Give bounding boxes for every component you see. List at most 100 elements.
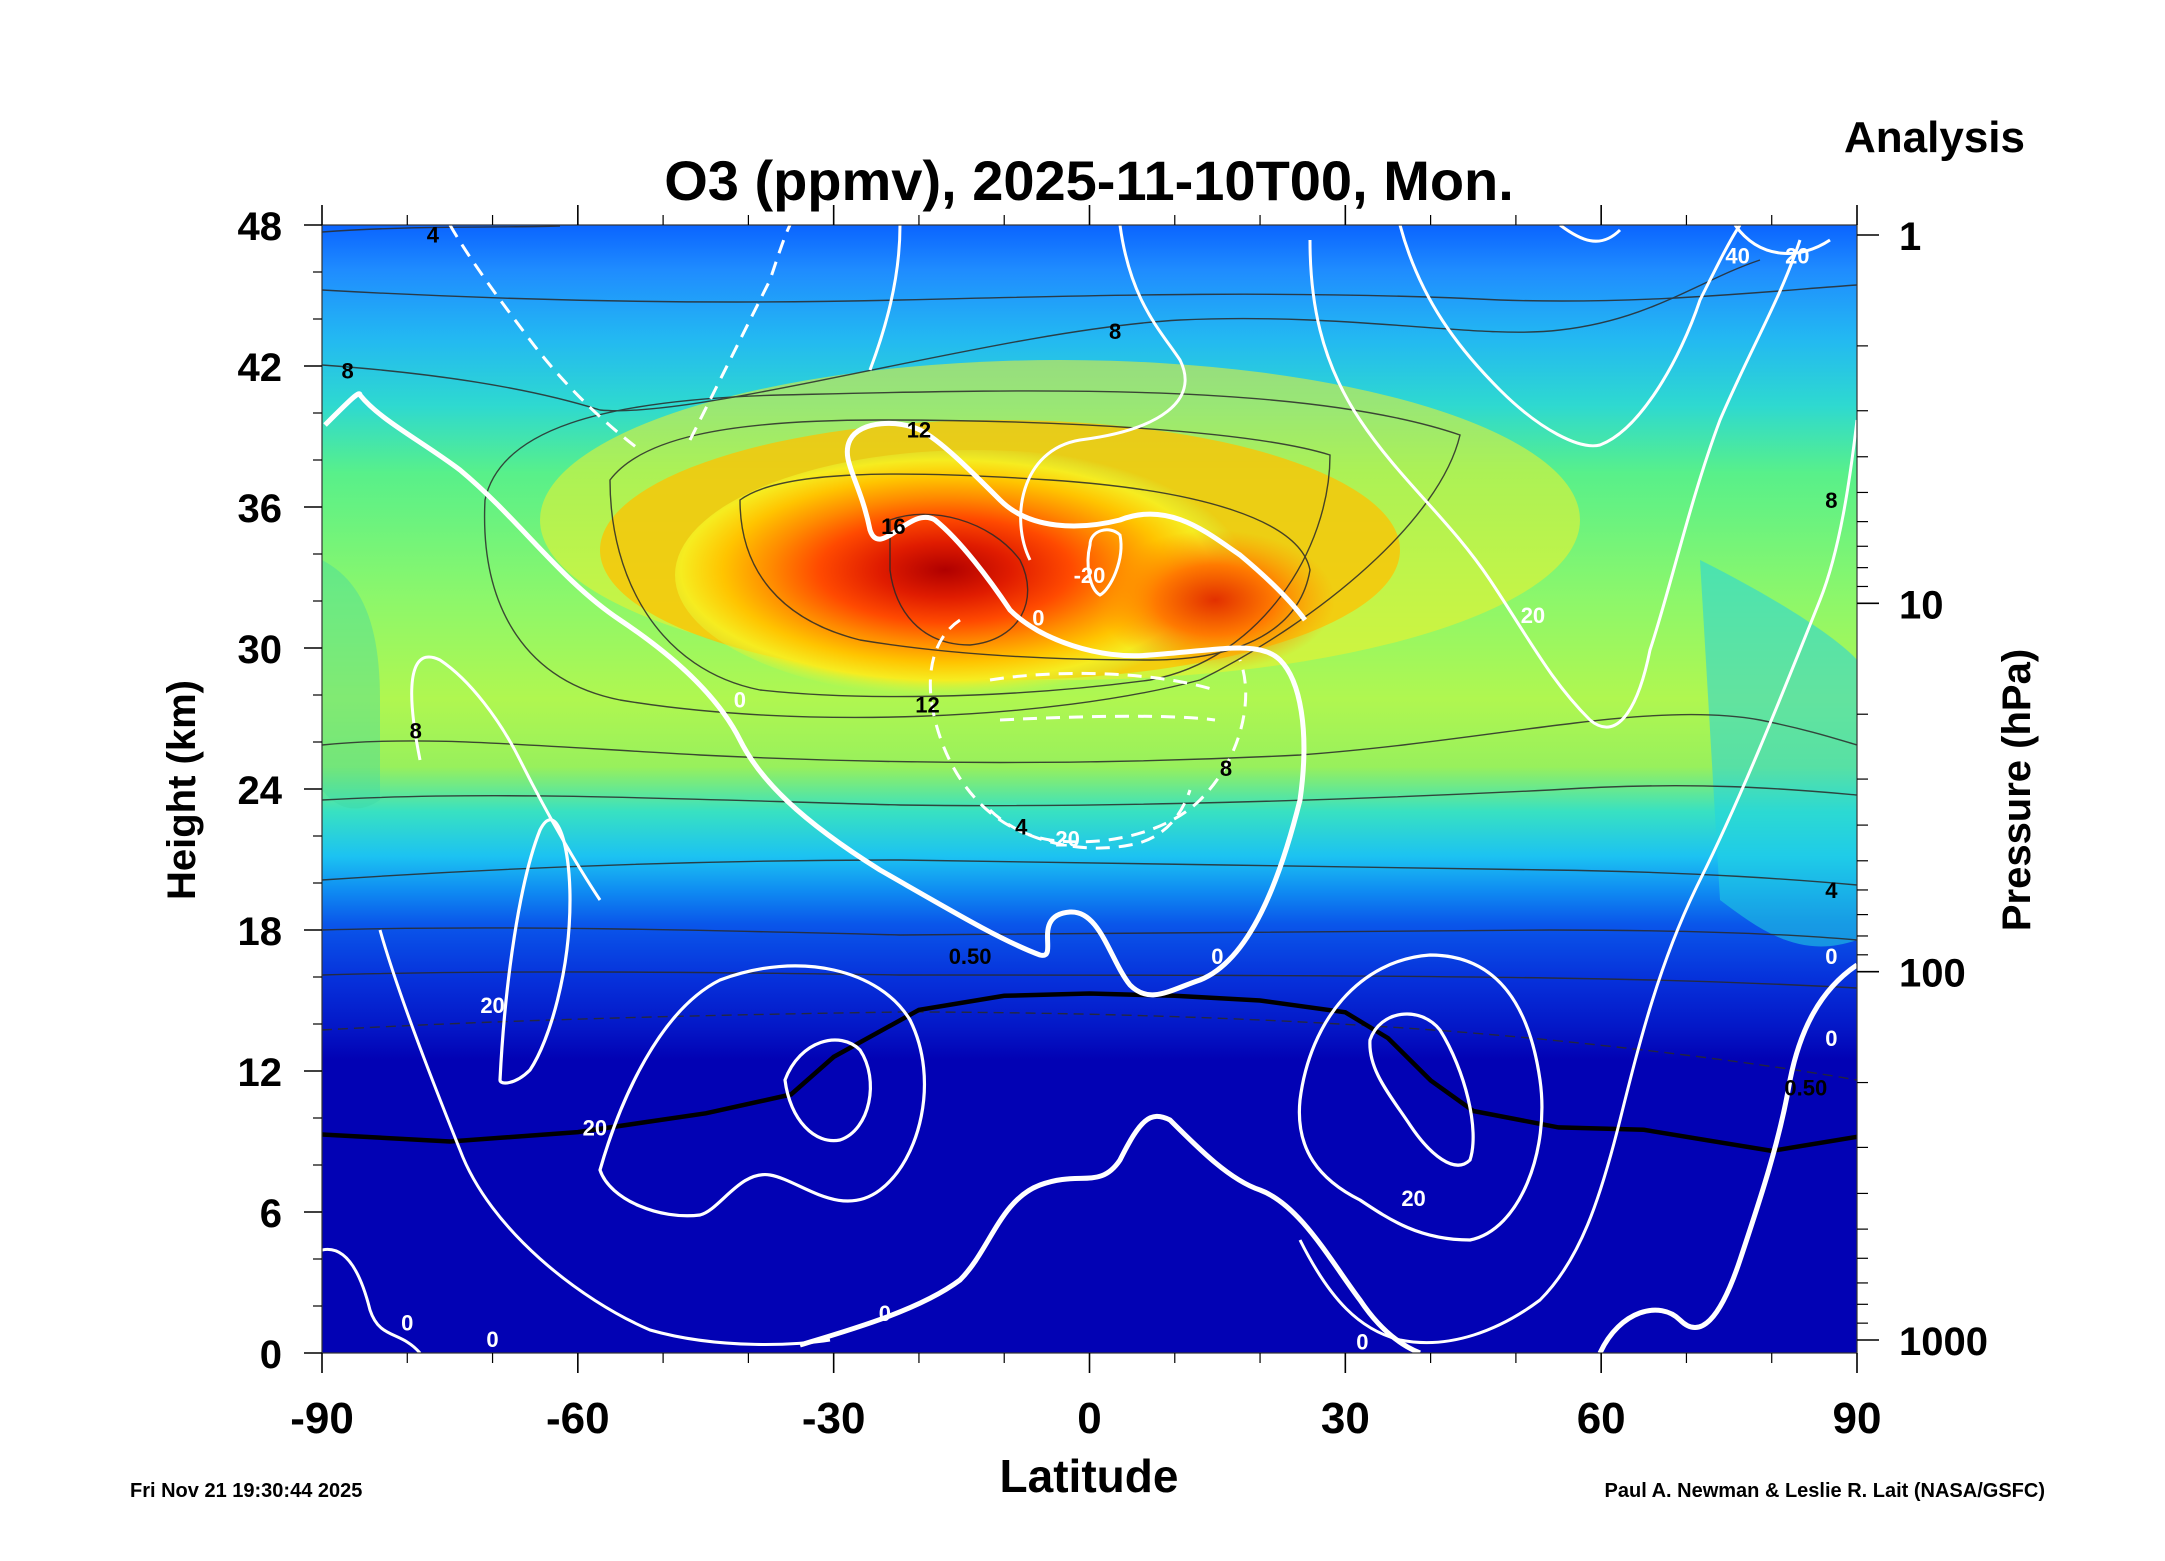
ozone-contour-8-upper (322, 259, 1761, 412)
wind-contour-label: -20 (1074, 563, 1106, 588)
wind-contour-0-south-surface (322, 1247, 422, 1353)
ozone-contour-label: 4 (427, 222, 440, 247)
wind-contour-20-south-column (498, 818, 572, 1085)
ozone-contour-label: 4 (1015, 815, 1028, 840)
wind-contour-label: 0 (486, 1327, 498, 1352)
bottom-tick-label: -30 (802, 1394, 866, 1443)
wind-contour-0-equator (799, 1113, 1421, 1353)
wind-contour-label: 0 (1211, 944, 1223, 969)
ozone-contour-label: 12 (907, 417, 931, 442)
y-axis-label-left: Height (km) (160, 680, 204, 900)
wind-contour-label: 0 (1825, 1026, 1837, 1051)
wind-contour-label: 20 (1785, 244, 1809, 269)
footer-timestamp: Fri Nov 21 19:30:44 2025 (130, 1480, 362, 1502)
wind-contour-0-north-high (1733, 225, 1831, 255)
left-tick-label: 24 (238, 769, 283, 813)
left-tick-label: 48 (238, 205, 283, 249)
left-tick-label: 0 (260, 1333, 282, 1377)
ozone-contour-4-top (322, 225, 561, 233)
ozone-contour-2 (322, 927, 1857, 941)
left-tick-label: 30 (238, 628, 283, 672)
wind-contour-label: 0 (1825, 944, 1837, 969)
wind-contour-minus20-equatorial (928, 618, 1248, 844)
top-axis-ticks (321, 205, 1858, 225)
ozone-contour-12 (609, 419, 1331, 698)
wind-contour-label: 0 (1032, 605, 1044, 630)
wind-contour-label: 0 (1356, 1329, 1368, 1354)
right-tick-label: 10 (1899, 583, 1944, 627)
y-axis-label-right: Pressure (hPa) (1995, 649, 2039, 931)
wind-contour-20-north-jet (1297, 953, 1544, 1242)
wind-contour-label: -20 (1048, 826, 1080, 851)
bottom-tick-label: 60 (1577, 1394, 1626, 1443)
left-tick-label: 12 (238, 1051, 283, 1095)
wind-contour-0-main (323, 391, 1307, 998)
wind-contour-label: 40 (1725, 244, 1749, 269)
ozone-contour-label: 0.50 (1784, 1075, 1827, 1100)
bottom-axis-ticks: -90 -60 -30 0 30 60 90 (290, 1353, 1881, 1443)
ozone-contour-label: 0.50 (949, 944, 992, 969)
ozone-contour-0.5 (322, 1011, 1857, 1081)
wind-contour-minus20-inner (988, 789, 1192, 850)
ozone-contour-6-lower (322, 785, 1857, 807)
right-tick-label: 100 (1899, 952, 1966, 996)
right-axis-ticks: 1 10 100 1000 (1857, 215, 1988, 1364)
wind-contour-20-north-upper (1308, 239, 1802, 729)
left-axis-ticks: 0 6 12 18 24 30 36 42 48 (238, 205, 322, 1377)
ozone-field-north-band (1700, 560, 1857, 947)
bottom-tick-label: 0 (1077, 1394, 1101, 1443)
wind-contour-labels: -20 0 0 -20 20 40 20 20 20 20 0 0 0 0 0 0 0 (401, 244, 1837, 1355)
right-tick-label: 1000 (1899, 1320, 1988, 1364)
wind-contour-20-south-jet (598, 964, 927, 1218)
wind-contour-0-north (1597, 962, 1857, 1353)
ozone-contour-label: 8 (1109, 319, 1121, 344)
ozone-contour-10 (483, 390, 1461, 719)
ozone-contour-label: 8 (410, 718, 422, 743)
bottom-tick-label: 30 (1321, 1394, 1370, 1443)
ozone-contour-label: 8 (1220, 756, 1232, 781)
wind-contour-20-equatorial-upper (1019, 225, 1187, 561)
corner-label: Analysis (1844, 113, 2025, 162)
chart-title: O3 (ppmv), 2025-11-10T00, Mon. (664, 149, 1514, 212)
ozone-field-secondary-peak (1095, 530, 1335, 670)
wind-contour-label: 20 (1521, 603, 1545, 628)
bottom-tick-label: -90 (290, 1394, 354, 1443)
left-tick-label: 36 (238, 487, 283, 531)
wind-contour-label: 0 (401, 1310, 413, 1335)
left-tick-label: 18 (238, 910, 283, 954)
left-tick-label: 6 (260, 1192, 282, 1236)
wind-contour-label: 20 (480, 993, 504, 1018)
wind-contour-20-center-small (1086, 528, 1123, 597)
footer-credit: Paul A. Newman & Leslie R. Lait (NASA/GS… (1605, 1480, 2045, 1502)
wind-contour-40-south-jet (783, 1038, 872, 1143)
ozone-contour-labels: 4 8 8 8 8 8 12 12 16 4 4 0.50 0.50 (341, 222, 1838, 1100)
ozone-contour-label: 12 (915, 692, 939, 717)
wind-contour-60-north-upper (1559, 225, 1622, 243)
ozone-contour-label: 4 (1825, 878, 1838, 903)
wind-contour-label: 20 (583, 1115, 607, 1140)
right-tick-label: 1 (1899, 215, 1921, 259)
tropopause-line (321, 991, 1858, 1154)
ozone-contour-label: 16 (881, 514, 905, 539)
ozone-contour-1 (322, 971, 1857, 989)
wind-contour-label: 0 (734, 688, 746, 713)
x-axis-label: Latitude (1000, 1450, 1179, 1502)
left-tick-label: 42 (238, 346, 283, 390)
wind-contour-label: 20 (1401, 1186, 1425, 1211)
ozone-field-south-band (322, 560, 380, 809)
wind-contour-20-south-outer (378, 655, 831, 1346)
wind-contour-0-upper-equator (868, 225, 902, 371)
ozone-contour-6-upper (322, 284, 1857, 303)
ozone-contour-label: 8 (1825, 488, 1837, 513)
ozone-contours (322, 225, 1857, 1081)
wind-contour-20-north-outer (1298, 419, 1857, 1345)
wind-contour-40-north-upper (1398, 225, 1742, 448)
bottom-tick-label: -60 (546, 1394, 610, 1443)
ozone-contour-14 (739, 473, 1311, 661)
ozone-contour-label: 8 (341, 359, 353, 384)
wind-contours (322, 225, 1857, 1353)
ozone-contour-16 (889, 513, 1029, 646)
wind-contour-minus20-south-upper (448, 225, 792, 452)
wind-contour-label: 0 (879, 1301, 891, 1326)
